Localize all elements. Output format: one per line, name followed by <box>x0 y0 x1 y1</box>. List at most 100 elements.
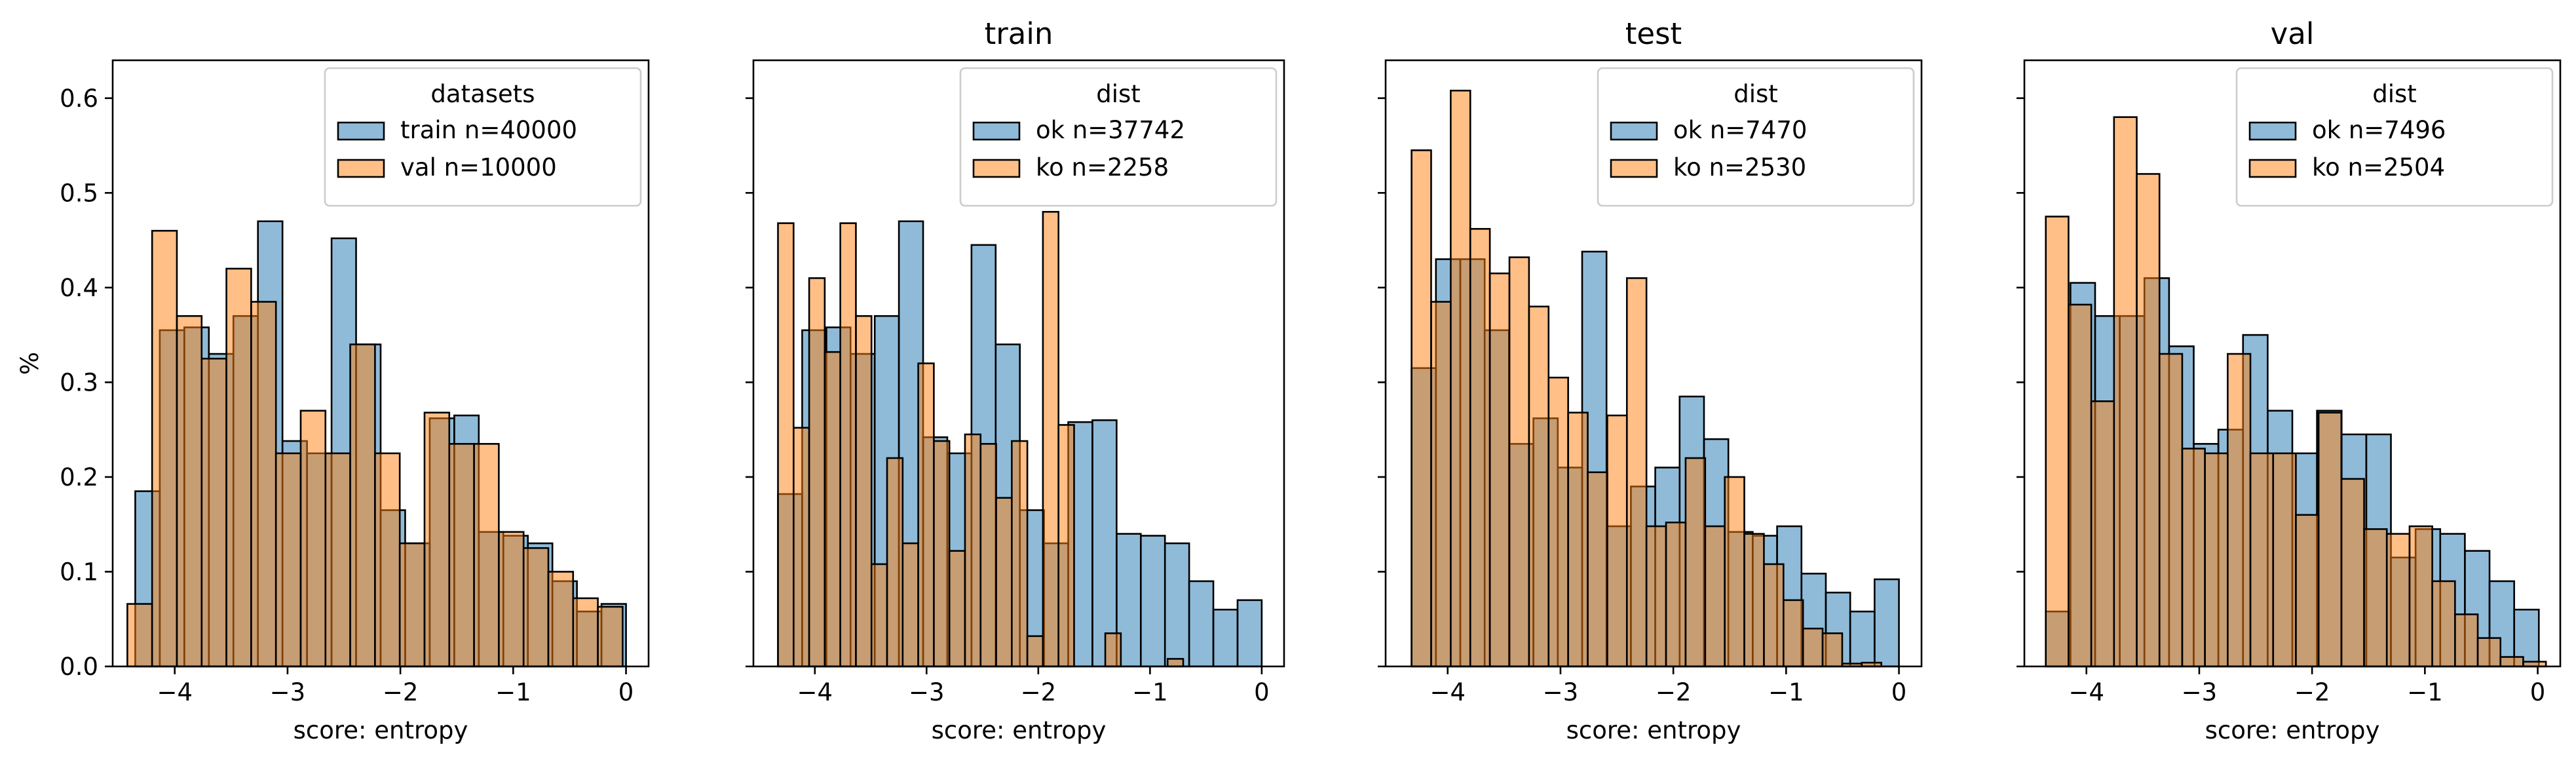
legend: datasets train n=40000 val n=10000 <box>324 67 642 207</box>
x-tick-label: −3 <box>909 678 945 706</box>
y-tick-label: 0.5 <box>60 179 98 207</box>
series-1-bars <box>126 229 624 668</box>
histogram-bar <box>547 571 575 668</box>
y-tick-label: 0.3 <box>60 368 98 396</box>
x-axis-label: score: entropy <box>294 716 468 744</box>
histogram-bar <box>1188 580 1215 668</box>
histogram-bar <box>824 351 841 668</box>
histogram-bar <box>995 497 1013 668</box>
histogram-bar <box>200 357 227 668</box>
x-tick-label: −3 <box>270 678 306 706</box>
legend-entry-label: train n=40000 <box>400 116 577 144</box>
series-1-bars <box>777 210 1184 668</box>
histogram-bar <box>2158 353 2184 668</box>
x-tick-label: −2 <box>383 678 419 706</box>
series-1-bars <box>2045 116 2547 668</box>
legend-entry-label: ok n=7470 <box>1673 116 1807 144</box>
histogram-bar <box>1849 610 1876 668</box>
y-tick-label: 0.0 <box>60 653 98 681</box>
histogram-bar <box>597 605 624 668</box>
histogram-bar <box>2363 528 2388 668</box>
histogram-bar <box>1164 542 1190 668</box>
legend-entry-label: ok n=37742 <box>1036 116 1185 144</box>
x-tick-label: −3 <box>2182 678 2218 706</box>
histogram-bar <box>2431 580 2456 668</box>
histogram-bar <box>2181 448 2206 668</box>
histogram-bar <box>423 412 451 668</box>
histogram-bar <box>2385 533 2411 668</box>
x-tick-label: 0 <box>618 678 634 706</box>
histogram-bar <box>176 315 203 668</box>
histogram-bar <box>1684 457 1707 668</box>
histogram-bar <box>1236 599 1263 668</box>
histogram-bar <box>1783 599 1804 668</box>
legend-swatch <box>972 159 1021 178</box>
histogram-bar <box>917 362 935 668</box>
x-tick-label: −4 <box>1430 678 1466 706</box>
histogram-bar <box>374 452 401 668</box>
histogram-bar <box>2340 478 2365 668</box>
histogram-bar <box>2454 613 2479 668</box>
legend-title: dist <box>1733 80 1778 108</box>
axes-frame <box>111 59 650 668</box>
legend-entry-label: ok n=7496 <box>2312 116 2446 144</box>
legend-box <box>1597 67 1915 207</box>
histogram-bar <box>1821 632 1844 668</box>
legend-entry-label: ko n=2258 <box>1036 153 1169 182</box>
histogram-bar <box>522 547 550 668</box>
x-tick-label: −4 <box>2068 678 2104 706</box>
histogram-bar <box>2295 514 2320 668</box>
histogram-bar <box>2068 303 2093 668</box>
legend-entry-label: val n=10000 <box>400 153 557 182</box>
histogram-bar <box>2090 400 2115 668</box>
histogram-bar <box>1802 627 1824 668</box>
histogram-bar <box>964 433 982 668</box>
axes-frame <box>2023 59 2562 668</box>
histogram-bar <box>808 277 826 668</box>
histogram-bar <box>1743 533 1765 668</box>
x-tick-label: 0 <box>1891 678 1907 706</box>
legend-swatch <box>1610 121 1658 141</box>
histogram-bar <box>324 452 351 668</box>
legend: dist ok n=7496 ko n=2504 <box>2235 67 2554 207</box>
histogram-bar <box>498 531 525 668</box>
histogram-bar <box>225 267 252 668</box>
histogram-bar <box>1665 522 1687 668</box>
chart-panel-2: −4 −3 −2 −1 0 score: entropy test dist ok n=7470… <box>1378 16 1923 744</box>
histogram-bar <box>933 440 951 668</box>
x-tick-label: −4 <box>797 678 833 706</box>
histogram-bar <box>2204 452 2229 668</box>
legend-swatch <box>1610 159 1658 178</box>
legend: dist ok n=37742 ko n=2258 <box>959 67 1278 207</box>
histogram-bar <box>777 222 795 668</box>
legend-swatch <box>2248 159 2297 178</box>
histogram-bar <box>1104 632 1122 668</box>
histogram-bar <box>448 443 475 668</box>
x-tick-label: −2 <box>1656 678 1692 706</box>
x-tick-label: −3 <box>1543 678 1579 706</box>
panel-title: train <box>985 16 1053 51</box>
y-axis-label: % <box>16 352 44 375</box>
legend-title: dist <box>1096 80 1141 108</box>
histogram-bar <box>886 457 904 668</box>
histogram-bar <box>1430 301 1452 668</box>
histogram-bar <box>1091 419 1118 668</box>
histogram-bar <box>979 443 997 668</box>
histogram-bar <box>250 301 277 668</box>
legend-swatch <box>2248 121 2297 141</box>
legend-entry-label: ko n=2504 <box>2312 153 2445 182</box>
histogram-bar <box>948 550 966 668</box>
panel-title: test <box>1625 16 1682 51</box>
histogram-bar <box>1166 658 1184 668</box>
histogram-bar <box>572 597 599 668</box>
histogram-bar <box>151 229 178 668</box>
histogram-bar <box>2317 412 2343 668</box>
histogram-bar <box>1508 256 1530 668</box>
histogram-bar <box>2408 525 2433 668</box>
x-tick-label: −1 <box>1768 678 1804 706</box>
histogram-bar <box>1042 210 1060 668</box>
chart-panel-0: −4 −3 −2 −1 0 0.0 0.1 0.2 0.3 0.4 0.5 0.6 score: ent… <box>16 59 650 744</box>
histogram-bar <box>793 427 810 668</box>
histogram-bar <box>1469 227 1491 668</box>
legend-swatch <box>337 121 385 141</box>
